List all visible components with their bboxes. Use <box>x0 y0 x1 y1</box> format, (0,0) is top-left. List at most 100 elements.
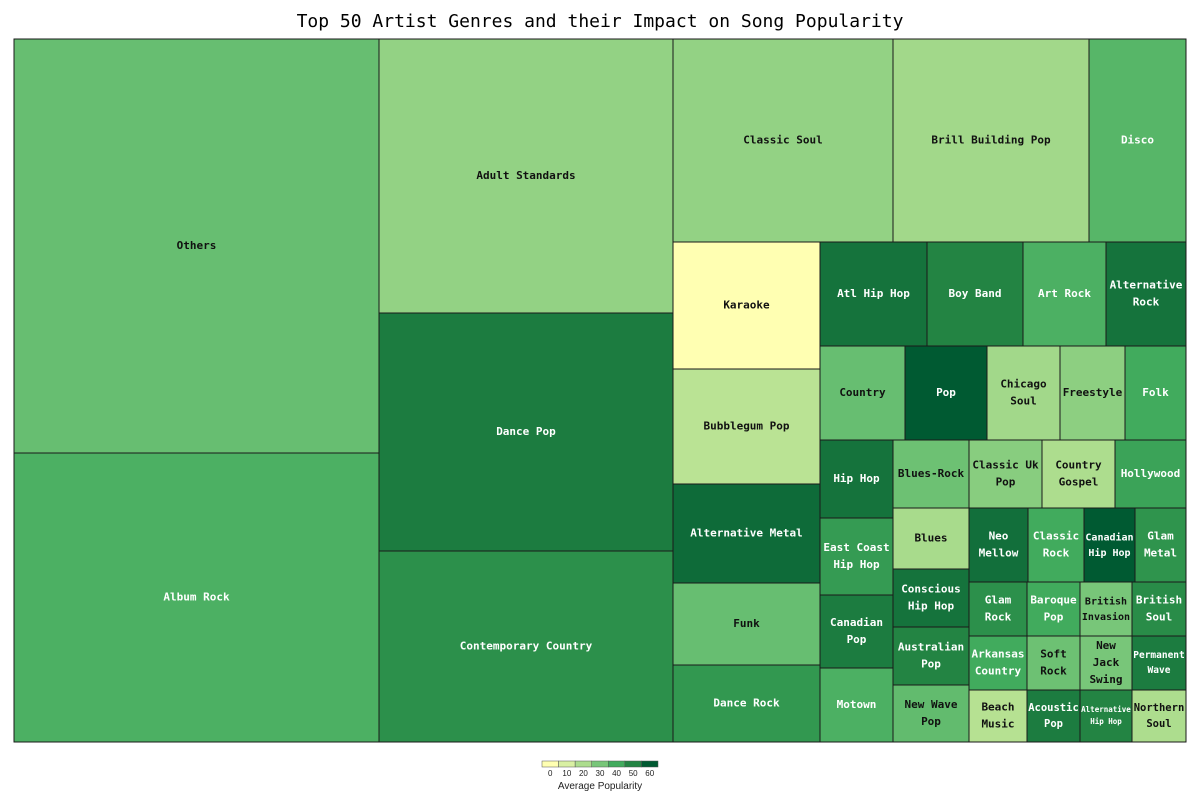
tile-pop: Pop <box>904 345 988 441</box>
tile-label-permanent-wave: Permanent Wave <box>1133 650 1184 676</box>
tile-rect-australian-pop <box>892 626 970 686</box>
tile-rect-alternative-hip-hop <box>1079 689 1133 743</box>
tile-atl-hip-hop: Atl Hip Hop <box>819 241 928 347</box>
tile-rect-alternative-metal <box>672 483 821 584</box>
tile-label-motown: Motown <box>837 698 877 711</box>
colorbar-tick-label: 30 <box>596 769 605 778</box>
tile-label-northern-soul: Northern Soul <box>1134 702 1185 730</box>
tile-blues: Blues <box>892 507 970 570</box>
tile-baroque-pop: Baroque Pop <box>1026 581 1081 637</box>
tile-alternative-rock: Alternative Rock <box>1105 241 1187 347</box>
tile-label-beach-music: Beach Music <box>981 700 1014 730</box>
tile-label-pop: Pop <box>936 386 956 399</box>
tile-rect-east-coast-hip-hop <box>819 517 894 596</box>
tile-new-jack-swing: New Jack Swing <box>1079 635 1133 691</box>
tile-beach-music: Beach Music <box>968 689 1028 743</box>
colorbar-legend: 0 10 20 30 40 50 60 Average Popularity <box>541 760 659 792</box>
tile-rect-classic-soul <box>672 38 894 243</box>
tile-hip-hop: Hip Hop <box>819 439 894 519</box>
tile-classic-soul: Classic Soul <box>672 38 894 243</box>
tile-label-alternative-metal: Alternative Metal <box>690 527 803 540</box>
tile-classic-rock: Classic Rock <box>1027 507 1085 583</box>
tile-country: Country <box>819 345 906 441</box>
tile-label-atl-hip-hop: Atl Hip Hop <box>837 287 910 300</box>
tile-label-classic-rock: Classic Rock <box>1033 529 1079 559</box>
tile-arkansas-country: Arkansas Country <box>968 635 1028 691</box>
colorbar-swatch <box>624 760 642 768</box>
tile-rect-pop <box>904 345 988 441</box>
tile-folk: Folk <box>1124 345 1187 441</box>
tile-brill-building-pop: Brill Building Pop <box>892 38 1090 243</box>
tile-contemporary-country: Contemporary Country <box>378 550 674 743</box>
tile-label-hip-hop: Hip Hop <box>833 472 880 485</box>
tile-label-others: Others <box>177 239 217 252</box>
tile-freestyle: Freestyle <box>1059 345 1126 441</box>
tile-label-bubblegum-pop: Bubblegum Pop <box>703 420 789 433</box>
tile-british-soul: British Soul <box>1131 581 1187 637</box>
tile-label-karaoke: Karaoke <box>723 299 770 312</box>
tile-blues-rock: Blues-Rock <box>892 439 970 509</box>
tile-rect-disco <box>1088 38 1187 243</box>
tile-adult-standards: Adult Standards <box>378 38 674 314</box>
tile-rect-hollywood <box>1114 439 1187 509</box>
tile-rect-boy-band <box>926 241 1024 347</box>
tile-label-british-invasion: British Invasion <box>1082 595 1130 623</box>
tile-rect-atl-hip-hop <box>819 241 928 347</box>
tile-dance-rock: Dance Rock <box>672 664 821 743</box>
colorbar-swatch <box>574 760 592 768</box>
colorbar-swatch <box>591 760 609 768</box>
tile-permanent-wave: Permanent Wave <box>1131 635 1187 691</box>
tile-australian-pop: Australian Pop <box>892 626 970 686</box>
tile-rect-soft-rock <box>1026 635 1081 691</box>
tile-label-british-soul: British Soul <box>1136 593 1182 623</box>
tile-label-art-rock: Art Rock <box>1038 287 1091 300</box>
tile-rect-classic-rock <box>1027 507 1085 583</box>
tile-rect-conscious-hip-hop <box>892 568 970 628</box>
tile-chicago-soul: Chicago Soul <box>986 345 1061 441</box>
tile-rect-dance-pop <box>378 312 674 552</box>
tile-label-brill-building-pop: Brill Building Pop <box>931 134 1051 147</box>
colorbar-tick-label: 50 <box>629 769 638 778</box>
tile-label-classic-soul: Classic Soul <box>743 134 822 147</box>
tile-acoustic-pop: Acoustic Pop <box>1026 689 1081 743</box>
tile-canadian-hip-hop: Canadian Hip Hop <box>1083 507 1136 583</box>
tile-classic-uk-pop: Classic Uk Pop <box>968 439 1043 509</box>
tile-country-gospel: Country Gospel <box>1041 439 1116 509</box>
tile-label-dance-pop: Dance Pop <box>496 425 556 438</box>
colorbar-swatch <box>558 760 576 768</box>
tile-rect-album-rock <box>13 452 380 743</box>
tile-label-funk: Funk <box>733 617 760 630</box>
tile-rect-contemporary-country <box>378 550 674 743</box>
colorbar-tick-label: 0 <box>548 769 553 778</box>
tile-rect-british-soul <box>1131 581 1187 637</box>
colorbar-tick-label: 10 <box>562 769 571 778</box>
tile-rect-baroque-pop <box>1026 581 1081 637</box>
tile-motown: Motown <box>819 667 894 743</box>
tile-label-baroque-pop: Baroque Pop <box>1030 593 1077 623</box>
tile-rect-alternative-rock <box>1105 241 1187 347</box>
tile-boy-band: Boy Band <box>926 241 1024 347</box>
tile-alternative-metal: Alternative Metal <box>672 483 821 584</box>
tile-glam-metal: Glam Metal <box>1134 507 1187 583</box>
tile-rect-chicago-soul <box>986 345 1061 441</box>
tile-others: Others <box>13 38 380 454</box>
tile-rect-neo-mellow <box>968 507 1029 583</box>
colorbar-tick-label: 40 <box>612 769 621 778</box>
tile-rect-karaoke <box>672 241 821 370</box>
tile-label-glam-rock: Glam Rock <box>985 593 1012 623</box>
tile-album-rock: Album Rock <box>13 452 380 743</box>
colorbar-swatch <box>541 760 559 768</box>
tile-label-contemporary-country: Contemporary Country <box>460 640 593 653</box>
tile-conscious-hip-hop: Conscious Hip Hop <box>892 568 970 628</box>
tile-label-dance-rock: Dance Rock <box>713 697 780 710</box>
tile-label-country-gospel: Country Gospel <box>1055 458 1102 488</box>
tile-label-soft-rock: Soft Rock <box>1040 647 1067 677</box>
tile-rect-british-invasion <box>1079 581 1133 637</box>
tile-neo-mellow: Neo Mellow <box>968 507 1029 583</box>
colorbar-swatch <box>608 760 626 768</box>
colorbar-swatch <box>641 760 659 768</box>
tile-rect-hip-hop <box>819 439 894 519</box>
tile-label-new-wave-pop: New Wave Pop <box>905 698 958 728</box>
tile-east-coast-hip-hop: East Coast Hip Hop <box>819 517 894 596</box>
tile-label-adult-standards: Adult Standards <box>476 169 575 182</box>
